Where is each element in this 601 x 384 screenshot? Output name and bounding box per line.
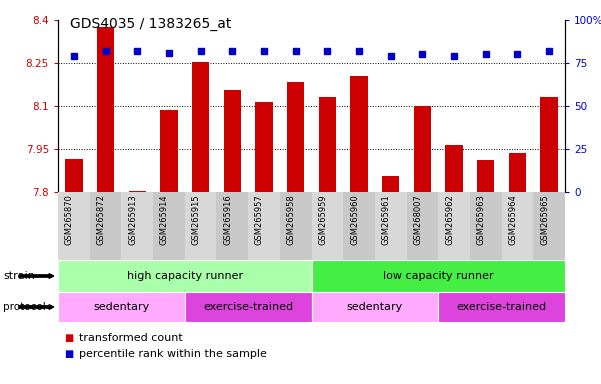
Bar	[375, 192, 406, 260]
Text: GSM265914: GSM265914	[160, 194, 169, 245]
Bar	[58, 192, 90, 260]
Bar	[311, 292, 438, 322]
Text: strain: strain	[3, 271, 35, 281]
Text: ■: ■	[64, 333, 73, 343]
Text: GSM268007: GSM268007	[413, 194, 423, 245]
Bar	[311, 192, 343, 260]
Bar	[350, 76, 368, 192]
Text: GSM265870: GSM265870	[65, 194, 74, 245]
Bar	[445, 145, 463, 192]
Text: GSM265965: GSM265965	[540, 194, 549, 245]
Text: GDS4035 / 1383265_at: GDS4035 / 1383265_at	[70, 17, 231, 31]
Bar	[343, 192, 375, 260]
Text: GSM265959: GSM265959	[319, 194, 328, 245]
Bar	[280, 192, 311, 260]
Bar	[311, 260, 565, 292]
Bar	[540, 98, 558, 192]
Bar	[185, 292, 311, 322]
Text: GSM265964: GSM265964	[508, 194, 517, 245]
Text: GSM265916: GSM265916	[224, 194, 232, 245]
Bar	[255, 102, 273, 192]
Text: transformed count: transformed count	[79, 333, 183, 343]
Bar	[121, 192, 153, 260]
Bar	[153, 192, 185, 260]
Text: protocol: protocol	[3, 302, 46, 312]
Text: GSM265915: GSM265915	[192, 194, 201, 245]
Bar	[160, 110, 178, 192]
Bar	[406, 192, 438, 260]
Bar	[248, 192, 280, 260]
Text: GSM265962: GSM265962	[445, 194, 454, 245]
Bar	[502, 192, 533, 260]
Text: ■: ■	[64, 349, 73, 359]
Text: exercise-trained: exercise-trained	[203, 302, 293, 312]
Bar	[470, 192, 502, 260]
Bar	[413, 106, 431, 192]
Bar	[319, 98, 336, 192]
Bar	[58, 260, 311, 292]
Text: GSM265872: GSM265872	[97, 194, 106, 245]
Bar	[477, 161, 495, 192]
Bar	[438, 292, 565, 322]
Text: GSM265957: GSM265957	[255, 194, 264, 245]
Bar	[224, 90, 241, 192]
Bar	[382, 176, 400, 192]
Text: GSM265913: GSM265913	[128, 194, 137, 245]
Text: percentile rank within the sample: percentile rank within the sample	[79, 349, 267, 359]
Text: high capacity runner: high capacity runner	[127, 271, 243, 281]
Bar	[438, 192, 470, 260]
Text: GSM265958: GSM265958	[287, 194, 296, 245]
Bar	[129, 191, 146, 192]
Text: GSM265960: GSM265960	[350, 194, 359, 245]
Text: sedentary: sedentary	[93, 302, 150, 312]
Bar	[185, 192, 216, 260]
Bar	[509, 153, 526, 192]
Bar	[65, 159, 82, 192]
Bar	[192, 62, 209, 192]
Bar	[97, 27, 114, 192]
Bar	[58, 292, 185, 322]
Text: GSM265961: GSM265961	[382, 194, 391, 245]
Bar	[533, 192, 565, 260]
Bar	[287, 82, 304, 192]
Text: GSM265963: GSM265963	[477, 194, 486, 245]
Text: exercise-trained: exercise-trained	[457, 302, 547, 312]
Bar	[90, 192, 121, 260]
Bar	[216, 192, 248, 260]
Text: sedentary: sedentary	[347, 302, 403, 312]
Text: low capacity runner: low capacity runner	[383, 271, 493, 281]
